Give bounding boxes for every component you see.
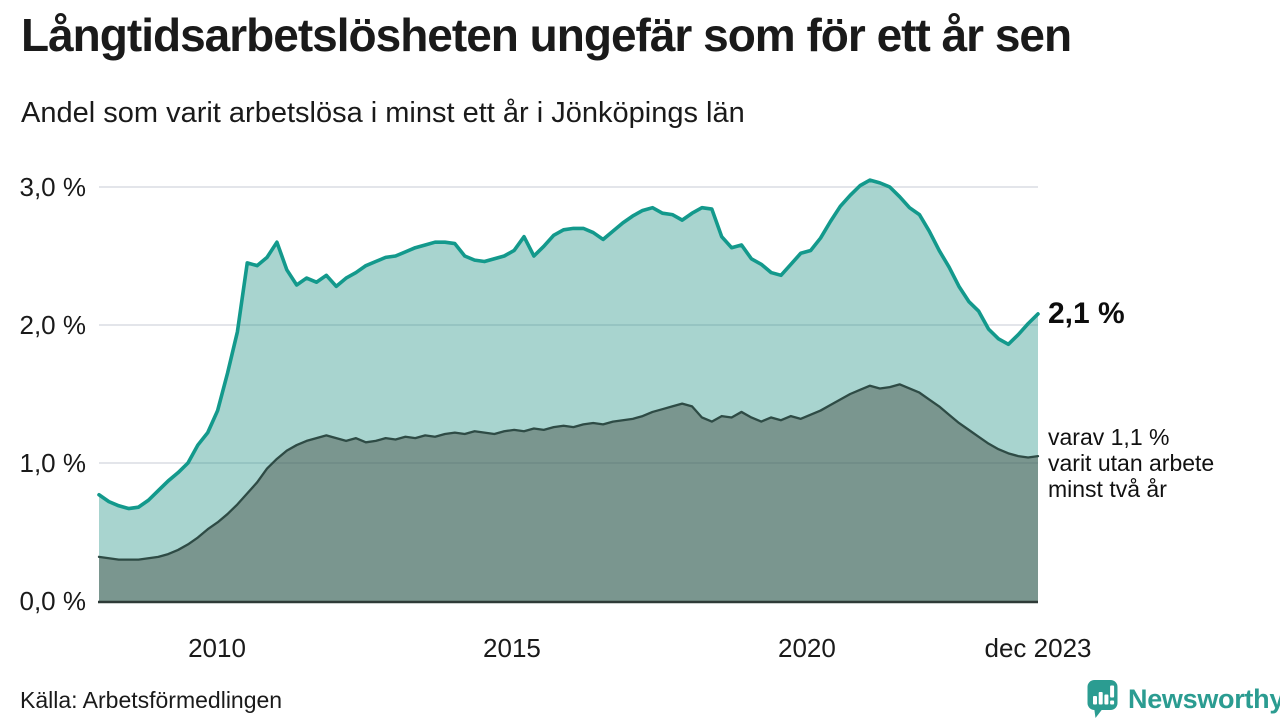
x-axis-tick-0: 2010 bbox=[188, 633, 246, 663]
annotation-line-1: varav 1,1 % bbox=[1048, 424, 1170, 450]
annotation-line-3: minst två år bbox=[1048, 476, 1167, 502]
page-title: Långtidsarbetslösheten ungefär som för e… bbox=[21, 9, 1072, 61]
newsworthy-bars-icon bbox=[1087, 680, 1118, 718]
y-axis-tick-3: 3,0 % bbox=[19, 172, 87, 202]
page-subtitle: Andel som varit arbetslösa i minst ett å… bbox=[21, 97, 745, 129]
y-axis-tick-0: 0,0 % bbox=[19, 586, 87, 616]
source-credit: Källa: Arbetsförmedlingen bbox=[20, 687, 283, 713]
x-axis-tick-1: 2015 bbox=[483, 633, 541, 663]
newsworthy-logo-text: Newsworthy bbox=[1128, 683, 1280, 714]
dark-series-annotation: varav 1,1 % varit utan arbete minst två … bbox=[1048, 424, 1214, 502]
newsworthy-logo: Newsworthy bbox=[1086, 679, 1280, 719]
y-axis-tick-1: 1,0 % bbox=[19, 448, 87, 478]
x-axis-tick-2: 2020 bbox=[778, 633, 836, 663]
y-axis-tick-2: 2,0 % bbox=[19, 310, 87, 340]
x-axis-tick-3: dec 2023 bbox=[984, 633, 1092, 663]
series-end-value-label: 2,1 % bbox=[1048, 297, 1125, 330]
annotation-line-2: varit utan arbete bbox=[1048, 450, 1215, 476]
